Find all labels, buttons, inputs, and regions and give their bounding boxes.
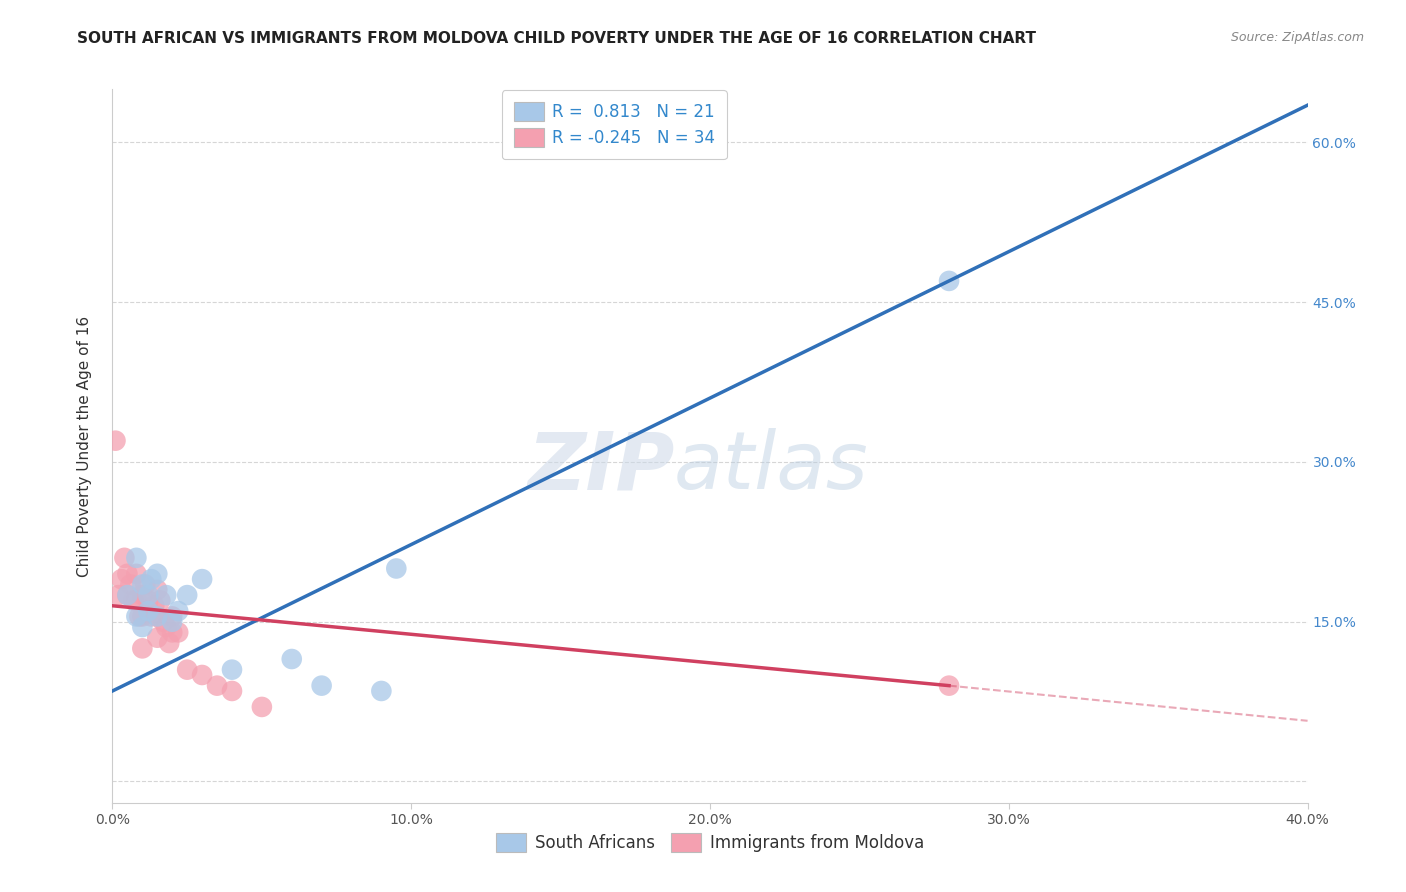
Point [131, 609, 153, 624]
Point [138, 593, 160, 607]
Point [938, 679, 960, 693]
Point [143, 599, 166, 613]
Point [131, 588, 153, 602]
Point [162, 615, 183, 629]
Point [146, 609, 169, 624]
Point [125, 566, 148, 581]
Point [385, 561, 408, 575]
Point [125, 550, 148, 565]
Point [938, 274, 960, 288]
Point [138, 588, 160, 602]
Point [370, 684, 392, 698]
Point [250, 700, 273, 714]
Point [125, 593, 148, 607]
Point [152, 615, 174, 629]
Point [125, 609, 148, 624]
Point [107, 588, 129, 602]
Point [146, 631, 169, 645]
Point [149, 593, 172, 607]
Point [162, 609, 183, 624]
Point [131, 620, 153, 634]
Point [117, 566, 139, 581]
Point [167, 604, 190, 618]
Point [114, 550, 135, 565]
Point [157, 636, 180, 650]
Point [167, 625, 190, 640]
Text: Source: ZipAtlas.com: Source: ZipAtlas.com [1230, 31, 1364, 45]
Point [311, 679, 333, 693]
Point [191, 572, 214, 586]
Point [146, 566, 169, 581]
Point [205, 679, 228, 693]
Point [221, 663, 243, 677]
Point [281, 652, 304, 666]
Point [138, 604, 160, 618]
Text: ZIP: ZIP [527, 428, 675, 507]
Point [176, 588, 198, 602]
Point [134, 577, 156, 591]
Point [176, 663, 198, 677]
Y-axis label: Child Poverty Under the Age of 16: Child Poverty Under the Age of 16 [77, 316, 91, 576]
Text: SOUTH AFRICAN VS IMMIGRANTS FROM MOLDOVA CHILD POVERTY UNDER THE AGE OF 16 CORRE: SOUTH AFRICAN VS IMMIGRANTS FROM MOLDOVA… [77, 31, 1036, 46]
Point [221, 684, 243, 698]
Legend: South Africans, Immigrants from Moldova: South Africans, Immigrants from Moldova [489, 826, 931, 859]
Point [162, 625, 183, 640]
Point [141, 609, 163, 624]
Point [128, 609, 150, 624]
Point [117, 588, 139, 602]
Text: atlas: atlas [675, 428, 869, 507]
Point [110, 572, 132, 586]
Point [131, 577, 153, 591]
Point [104, 434, 127, 448]
Point [122, 593, 145, 607]
Point [131, 641, 153, 656]
Point [141, 572, 163, 586]
Point [146, 609, 169, 624]
Point [120, 577, 142, 591]
Point [146, 582, 169, 597]
Point [117, 588, 139, 602]
Point [155, 620, 177, 634]
Point [155, 588, 177, 602]
Point [191, 668, 214, 682]
